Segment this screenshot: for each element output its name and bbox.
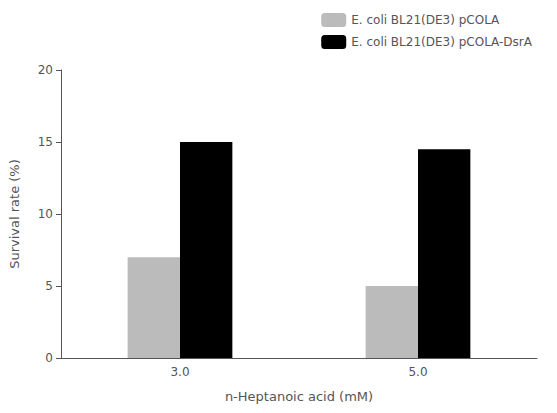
svg-text:5.0: 5.0 <box>408 365 427 379</box>
svg-text:n-Heptanoic acid (mM): n-Heptanoic acid (mM) <box>225 389 373 404</box>
svg-text:20: 20 <box>38 63 53 77</box>
svg-text:3.0: 3.0 <box>170 365 189 379</box>
svg-text:0: 0 <box>45 351 53 365</box>
svg-text:E. coli BL21(DE3) pCOLA-DsrA: E. coli BL21(DE3) pCOLA-DsrA <box>351 35 533 49</box>
svg-text:15: 15 <box>38 135 53 149</box>
svg-text:10: 10 <box>38 207 53 221</box>
svg-text:E. coli BL21(DE3) pCOLA: E. coli BL21(DE3) pCOLA <box>351 13 500 27</box>
svg-text:Survival rate (%): Survival rate (%) <box>7 159 22 269</box>
svg-text:5: 5 <box>45 279 53 293</box>
